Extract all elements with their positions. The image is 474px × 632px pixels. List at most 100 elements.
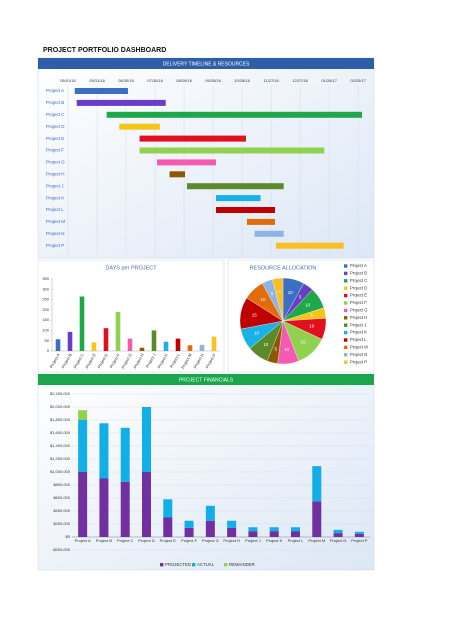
y-tick-label: Project M [46,219,65,224]
data-label: 10 [284,347,290,352]
y-tick-label: Project K [46,195,64,200]
bar-segment [227,527,237,537]
legend-swatch [344,293,348,298]
legend-swatch [344,316,348,320]
data-label: 5 [310,313,313,318]
x-tick-label: Project P [351,538,368,543]
legend-swatch [344,308,348,313]
legend-swatch [344,353,348,357]
legend-label: Project G [350,308,367,313]
x-tick-label: 11/27/16 [263,78,279,83]
x-tick-label: 08/29/16 [176,78,192,83]
legend-swatch [160,563,164,567]
bar-segment [269,531,279,537]
legend-swatch [344,301,348,305]
gantt-bar [246,218,275,225]
y-tick-label: $2,200,000 [50,391,71,396]
bar [127,338,133,351]
x-tick-label: 09/28/16 [205,78,221,83]
y-tick-label: Project J [46,183,64,188]
data-label: 15 [301,340,307,345]
y-tick-label: $1,000,000 [50,469,71,474]
bar-segment [163,517,173,537]
chart-title: PROJECT FINANCIALS [179,377,234,383]
bar-segment [227,520,237,528]
data-label: 5 [271,291,274,296]
page-title: PROJECT PORTFOLIO DASHBOARD [43,47,166,54]
x-tick-label: Project C [117,538,134,543]
y-tick-label: $1,200,000 [50,456,71,461]
data-label: 15 [252,313,258,318]
bar-panel [37,259,225,373]
bar-segment [99,478,109,537]
gantt-bar [156,159,216,166]
bar-segment [78,420,88,472]
legend-label: ACTUAL [197,562,215,567]
y-tick-label: $2,000,000 [50,404,71,409]
x-tick-label: Project K [266,538,283,543]
legend-label: PROJECTED [165,562,191,567]
y-tick-label: Project G [46,160,65,165]
y-tick-label: 100 [42,327,49,332]
legend-label: Project B [350,271,367,276]
bar-segment [99,423,109,479]
bar-segment [291,531,300,537]
gantt-bar [254,230,284,237]
x-tick-label: Project A [75,538,91,543]
x-tick-label: Project F [181,538,198,543]
bar [151,330,157,351]
y-tick-label: Project F [46,148,64,153]
y-tick-label: $1,400,000 [50,443,71,448]
y-tick-label: 50 [45,338,50,343]
data-label: 10 [254,331,260,336]
data-label: 10 [288,290,294,295]
pie-slice [272,277,284,322]
legend-label: Project F [350,300,367,305]
legend-label: Project E [350,293,367,298]
legend-label: Project H [350,315,367,320]
bar-segment [269,527,279,532]
y-tick-label: -$200,000 [52,547,71,552]
y-tick-label: 0 [47,348,50,353]
gantt-bar [215,207,275,213]
gantt-bar [74,88,128,94]
legend-swatch [344,271,348,276]
x-tick-label: Project H [223,538,240,543]
bar-segment [312,466,322,502]
y-tick-label: $400,000 [53,508,70,513]
x-tick-label: Project M [308,538,325,543]
bar-segment [120,481,130,537]
legend-swatch [344,323,348,327]
bar-segment [142,472,151,537]
bar [67,331,73,351]
bar-segment [163,499,173,518]
gantt-bar [186,183,284,190]
legend-label: Project M [350,345,368,350]
bar-segment [248,527,258,532]
y-tick-label: Project B [46,100,64,105]
x-tick-label: 06/30/16 [118,78,134,83]
legend-label: Project N [350,352,367,357]
data-label: 10 [260,297,266,302]
y-tick-label: 350 [42,276,49,281]
bar-segment [78,410,88,420]
y-tick-label: 250 [42,297,49,302]
data-label: 5 [278,289,281,294]
x-tick-label: 10/28/16 [234,78,250,83]
legend-swatch [344,338,348,342]
gantt-bar [275,242,344,249]
gantt-bar [139,147,325,154]
bar-segment [333,533,343,537]
bar [187,345,193,351]
x-tick-label: Project J [245,538,261,543]
x-tick-label: Project G [202,538,219,543]
gantt-bar [169,171,186,178]
legend-label: Project A [350,263,367,268]
y-tick-label: 300 [42,286,49,291]
legend-swatch [344,279,348,283]
x-tick-label: 07/30/16 [147,78,163,83]
x-tick-label: 05/01/16 [60,78,76,83]
x-tick-label: 05/31/16 [89,78,105,83]
bar [55,339,61,351]
